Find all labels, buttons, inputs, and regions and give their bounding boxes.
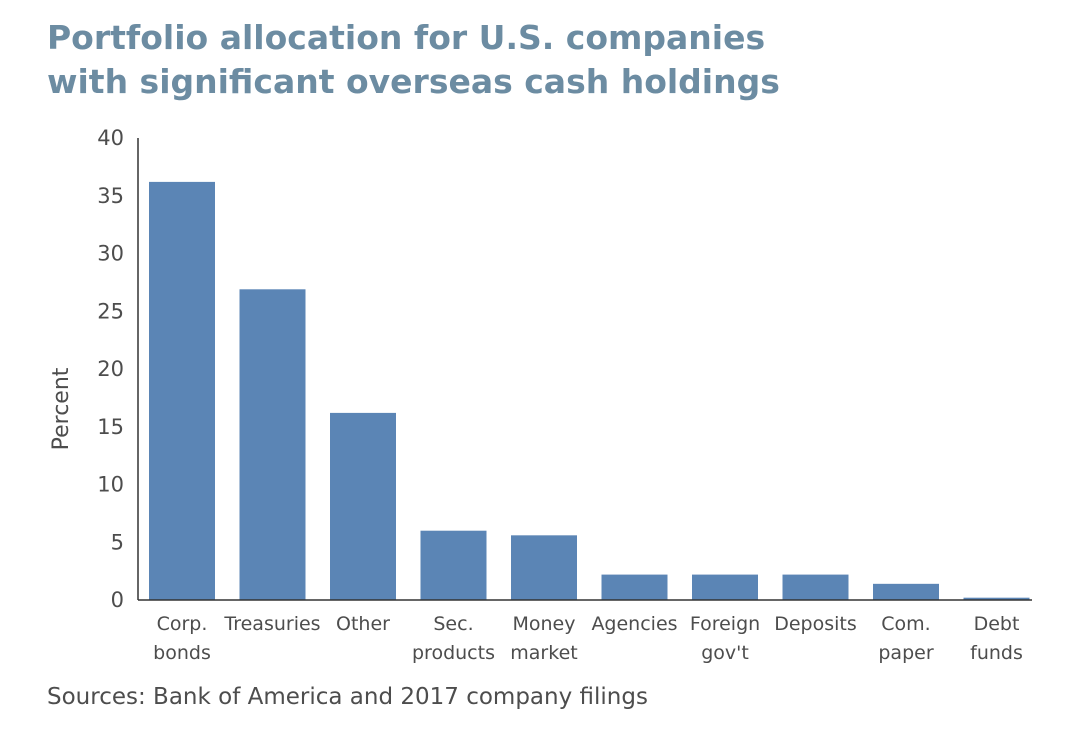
x-tick-label: market [510,642,577,664]
x-tick-label: Money [513,613,576,635]
x-tick-label: paper [878,642,933,664]
x-tick-label: Corp. [157,613,208,635]
y-tick-label: 20 [97,357,124,381]
bar [782,574,849,600]
bar [511,535,577,600]
x-tick-label: Other [336,613,390,635]
chart-title-line-1: Portfolio allocation for U.S. companies [47,18,766,57]
source-note: Sources: Bank of America and 2017 compan… [47,684,648,710]
x-axis-tick-labels: Corp. bonds Treasuries Other Sec. products Mon… [153,613,1023,664]
x-tick-label: Com. [881,613,930,635]
x-tick-label: funds [970,642,1023,664]
y-tick-label: 10 [97,473,124,497]
chart-title: Portfolio allocation for U.S. companies … [47,16,780,104]
y-axis-label: Percent [49,367,74,450]
y-tick-label: 35 [97,184,124,208]
bar [601,574,668,600]
y-tick-label: 0 [111,588,124,612]
bar [873,583,939,600]
y-axis-ticks: 0 5 10 15 20 25 30 35 40 [97,126,124,612]
chart-title-line-2: with significant overseas cash holdings [47,62,780,101]
x-tick-label: Deposits [774,613,857,635]
x-tick-label: Sec. [433,613,473,635]
x-tick-label: gov't [701,642,749,664]
bar [420,530,487,600]
y-tick-label: 15 [97,415,124,439]
x-tick-label: Agencies [591,613,677,635]
bar [149,181,215,600]
bar [963,597,1030,600]
y-tick-label: 25 [97,299,124,323]
bars [149,181,1030,600]
y-tick-label: 5 [111,530,124,554]
y-tick-label: 30 [97,242,124,266]
bar [692,574,758,600]
bar [239,289,306,600]
x-tick-label: Treasuries [223,613,320,635]
x-tick-label: Debt [974,613,1020,635]
x-tick-label: Foreign [690,613,760,635]
bar [330,412,396,600]
x-tick-label: products [412,642,495,664]
y-tick-label: 40 [97,126,124,150]
x-tick-label: bonds [153,642,211,664]
